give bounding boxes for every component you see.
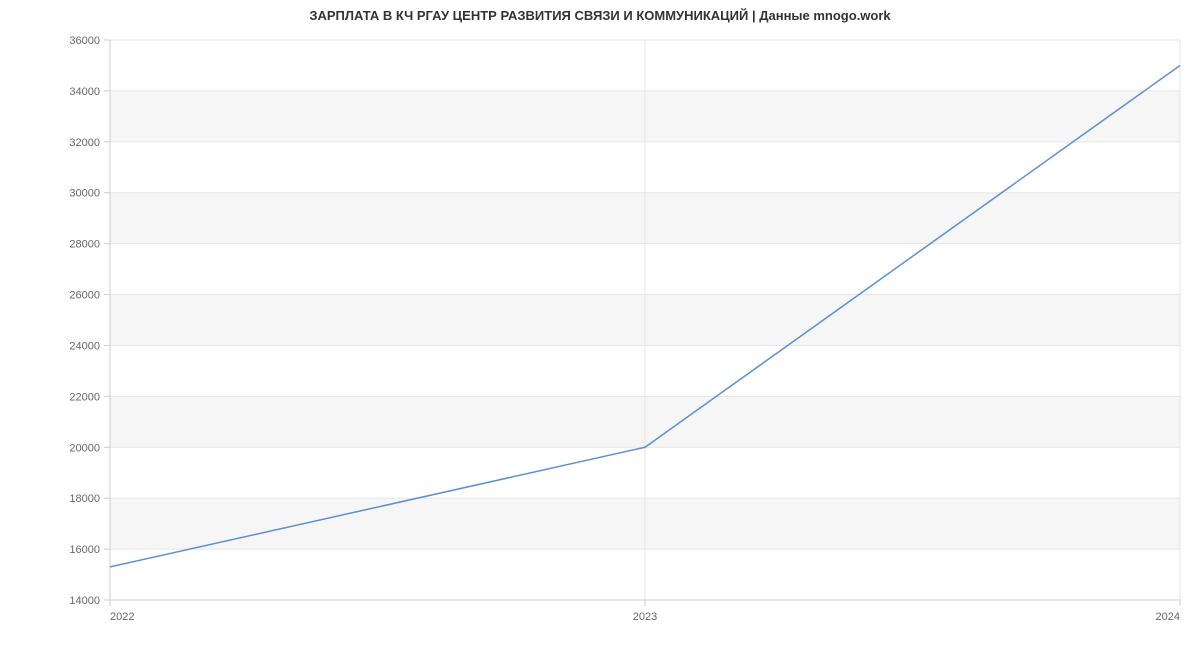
y-tick-label: 28000 — [69, 239, 100, 251]
x-tick-label: 2024 — [1156, 611, 1180, 623]
y-tick-label: 26000 — [69, 290, 100, 302]
y-tick-label: 22000 — [69, 391, 100, 403]
y-tick-label: 36000 — [69, 35, 100, 47]
chart-title: ЗАРПЛАТА В КЧ РГАУ ЦЕНТР РАЗВИТИЯ СВЯЗИ … — [0, 8, 1200, 23]
y-tick-label: 16000 — [69, 544, 100, 556]
x-tick-label: 2022 — [110, 611, 134, 623]
salary-line-chart: ЗАРПЛАТА В КЧ РГАУ ЦЕНТР РАЗВИТИЯ СВЯЗИ … — [0, 0, 1200, 650]
y-tick-label: 14000 — [69, 595, 100, 607]
y-tick-label: 20000 — [69, 442, 100, 454]
chart-svg: 14000 16000 18000 20000 22000 24000 26000 28000… — [0, 0, 1200, 650]
y-tick-label: 24000 — [69, 340, 100, 352]
y-tick-label: 32000 — [69, 137, 100, 149]
x-tick-label: 2023 — [633, 611, 657, 623]
y-tick-label: 34000 — [69, 86, 100, 98]
y-tick-label: 18000 — [69, 493, 100, 505]
y-tick-label: 30000 — [69, 188, 100, 200]
